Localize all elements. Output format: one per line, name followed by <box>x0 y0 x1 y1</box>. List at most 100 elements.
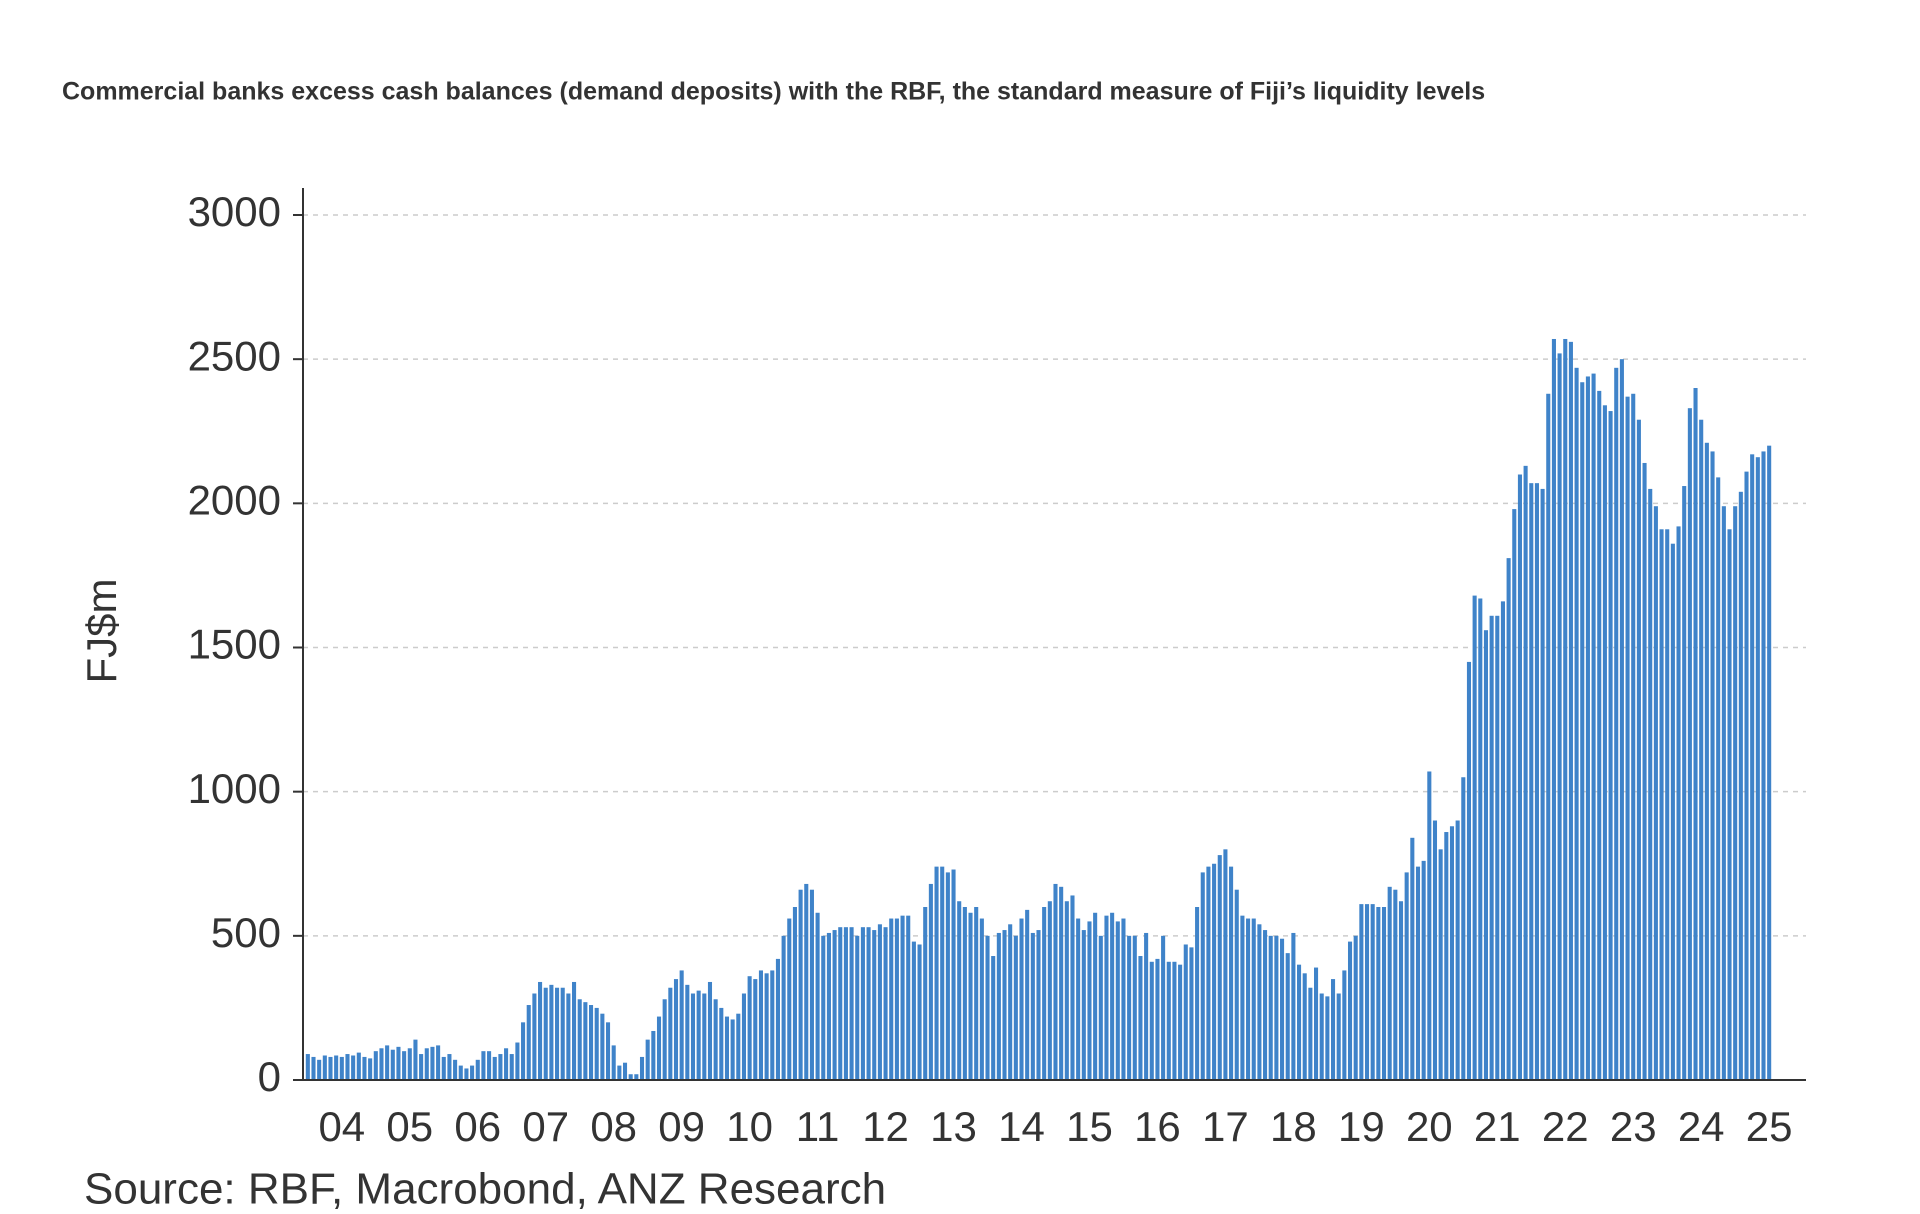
bar <box>385 1045 390 1080</box>
x-tick-label: 25 <box>1746 1103 1793 1150</box>
bar <box>679 970 684 1080</box>
bar <box>1608 411 1613 1081</box>
bar <box>1364 904 1370 1080</box>
y-tick-label: 1000 <box>188 765 281 812</box>
bar <box>1081 930 1086 1080</box>
x-tick-label: 11 <box>796 1103 840 1150</box>
bar <box>1308 987 1313 1080</box>
bar <box>951 869 956 1080</box>
bar <box>1183 944 1188 1080</box>
bar <box>526 1005 531 1080</box>
bar <box>487 1051 492 1080</box>
bar <box>345 1054 350 1080</box>
y-tick-label: 0 <box>258 1053 281 1100</box>
bar <box>1398 901 1404 1080</box>
bar <box>1217 855 1222 1080</box>
bar <box>538 981 543 1080</box>
bar <box>1744 471 1749 1080</box>
bar <box>1427 771 1432 1080</box>
bar <box>1506 558 1511 1080</box>
bar <box>962 907 967 1080</box>
bar <box>583 1002 588 1080</box>
bar <box>1540 488 1545 1081</box>
bar <box>979 918 984 1080</box>
bar <box>1767 445 1772 1081</box>
bar <box>1755 457 1760 1080</box>
bar <box>668 987 673 1080</box>
bar <box>1580 382 1585 1080</box>
bar <box>475 1059 480 1080</box>
bar <box>1455 820 1460 1080</box>
bar <box>934 866 939 1080</box>
bar <box>1019 918 1024 1080</box>
bar <box>1347 941 1353 1080</box>
bar <box>872 930 877 1080</box>
bar <box>1070 895 1075 1080</box>
bar <box>1432 820 1438 1080</box>
bar <box>1178 964 1183 1080</box>
x-tick-label: 10 <box>726 1103 773 1150</box>
bar <box>458 1065 463 1080</box>
bar <box>1568 341 1573 1080</box>
x-tick-label: 12 <box>862 1103 909 1150</box>
bar <box>1053 883 1058 1080</box>
bar <box>1619 359 1624 1081</box>
bar <box>436 1045 441 1080</box>
bar <box>504 1048 509 1080</box>
bar <box>1738 491 1743 1080</box>
bar <box>798 889 803 1080</box>
bar <box>464 1068 469 1080</box>
bar <box>1223 849 1228 1080</box>
bar <box>1149 961 1154 1080</box>
y-tick-label: 1500 <box>188 621 281 668</box>
bar <box>1478 598 1483 1080</box>
x-tick-label: 04 <box>318 1103 365 1150</box>
bar <box>413 1039 418 1080</box>
x-tick-label: 05 <box>386 1103 433 1150</box>
bar <box>628 1074 633 1080</box>
bar <box>889 918 894 1080</box>
bar <box>1750 454 1755 1081</box>
bar <box>1127 935 1132 1080</box>
bar <box>305 1054 310 1080</box>
bar <box>696 990 701 1080</box>
bar <box>826 932 831 1080</box>
bar <box>1172 961 1177 1080</box>
bar <box>1653 506 1658 1080</box>
bar <box>996 932 1001 1080</box>
bar <box>1002 930 1007 1080</box>
bar <box>719 1007 724 1080</box>
bar <box>373 1051 378 1080</box>
bar <box>957 901 962 1080</box>
bar <box>1585 376 1590 1080</box>
bar <box>492 1056 497 1080</box>
bar <box>1059 886 1064 1080</box>
bar <box>832 930 837 1080</box>
bar <box>1704 442 1709 1080</box>
bar <box>866 927 871 1080</box>
bar <box>1687 408 1692 1080</box>
bar <box>424 1048 429 1080</box>
bar <box>1246 918 1251 1080</box>
bar <box>741 993 747 1080</box>
bar <box>1421 860 1426 1080</box>
bar <box>509 1054 514 1080</box>
bar <box>1229 866 1234 1080</box>
bar <box>1415 866 1421 1080</box>
y-tick-label: 3000 <box>188 188 281 235</box>
bar <box>1274 935 1279 1080</box>
x-tick-label: 07 <box>522 1103 569 1150</box>
bar <box>673 979 679 1080</box>
bar <box>758 970 763 1080</box>
x-tick-label: 21 <box>1474 1103 1521 1150</box>
bar <box>1597 390 1602 1081</box>
bar <box>685 984 690 1080</box>
bar <box>396 1046 401 1080</box>
bar <box>317 1059 322 1080</box>
bar <box>1602 405 1607 1080</box>
bar <box>1195 907 1200 1080</box>
bar <box>702 993 707 1080</box>
x-tick-label: 14 <box>998 1103 1045 1150</box>
bar <box>622 1062 628 1080</box>
bar <box>804 883 809 1080</box>
